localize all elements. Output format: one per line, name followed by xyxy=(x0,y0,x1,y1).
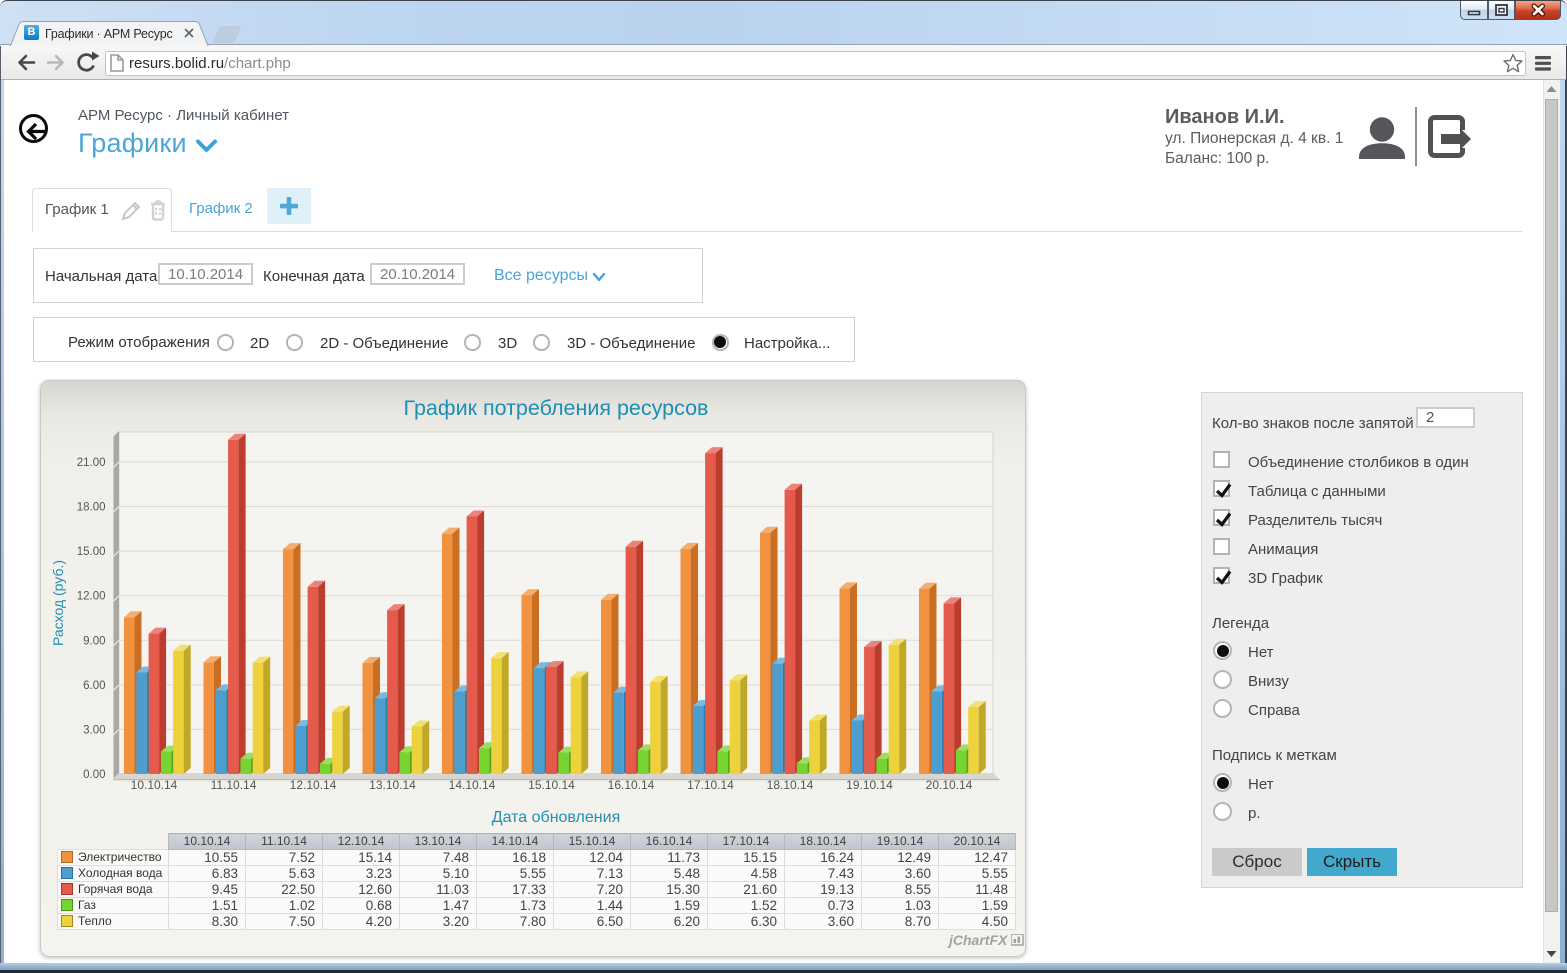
svg-text:14.10.14: 14.10.14 xyxy=(449,778,496,792)
svg-text:16.10.14: 16.10.14 xyxy=(608,778,655,792)
svg-text:21.00: 21.00 xyxy=(77,457,106,469)
svg-text:19.10.14: 19.10.14 xyxy=(846,778,893,792)
svg-text:3.00: 3.00 xyxy=(83,724,105,736)
svg-text:18.00: 18.00 xyxy=(77,502,106,514)
svg-text:10.10.14: 10.10.14 xyxy=(131,778,178,792)
svg-text:15.00: 15.00 xyxy=(77,546,106,558)
svg-text:9.00: 9.00 xyxy=(83,635,105,647)
svg-text:График потребления ресурсов: График потребления ресурсов xyxy=(404,396,709,420)
svg-text:6.00: 6.00 xyxy=(83,680,105,692)
svg-text:12.10.14: 12.10.14 xyxy=(290,778,337,792)
svg-text:15.10.14: 15.10.14 xyxy=(528,778,575,792)
svg-text:Расход (руб.): Расход (руб.) xyxy=(50,560,66,646)
svg-text:18.10.14: 18.10.14 xyxy=(767,778,814,792)
svg-text:12.00: 12.00 xyxy=(77,591,106,603)
svg-text:17.10.14: 17.10.14 xyxy=(687,778,734,792)
svg-text:20.10.14: 20.10.14 xyxy=(926,778,973,792)
svg-text:11.10.14: 11.10.14 xyxy=(211,778,257,792)
svg-text:13.10.14: 13.10.14 xyxy=(369,778,416,792)
svg-text:0.00: 0.00 xyxy=(83,769,105,781)
svg-text:Дата обновления: Дата обновления xyxy=(492,809,620,826)
